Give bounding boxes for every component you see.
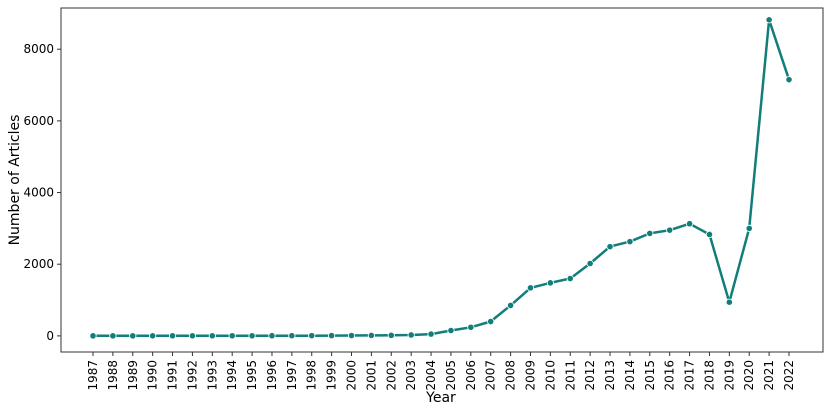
- data-point: [328, 331, 336, 340]
- data-point: [666, 226, 674, 234]
- x-tick-label: 2008: [504, 360, 518, 391]
- data-point: [188, 332, 197, 340]
- y-tick-label: 0: [46, 329, 54, 343]
- x-tick-label: 2006: [464, 360, 478, 391]
- x-tick-label: 2003: [404, 360, 418, 391]
- data-point: [467, 323, 475, 331]
- plot-frame: [60, 7, 824, 353]
- x-tick-label: 2022: [782, 360, 796, 391]
- x-tick-label: 1995: [245, 360, 259, 391]
- data-point: [487, 317, 495, 326]
- x-tick-label: 1987: [86, 360, 100, 391]
- y-tick-label: 6000: [23, 114, 54, 128]
- data-point: [89, 332, 97, 340]
- x-tick-label: 2012: [583, 360, 597, 391]
- x-tick-label: 1997: [285, 360, 299, 391]
- data-point: [367, 331, 375, 340]
- data-point: [407, 331, 415, 339]
- x-tick-label: 2007: [484, 360, 498, 391]
- data-point: [745, 224, 753, 232]
- x-tick-label: 2011: [563, 360, 577, 391]
- x-tick-label: 1991: [166, 360, 180, 391]
- x-tick-label: 2020: [742, 360, 756, 391]
- x-tick-label: 2010: [543, 360, 557, 391]
- series-line: [93, 18, 791, 338]
- x-tick-label: 2001: [364, 360, 378, 391]
- x-axis-title: Year: [425, 390, 456, 406]
- y-tick-label: 4000: [23, 186, 54, 200]
- x-tick-label: 2014: [623, 360, 637, 391]
- x-tick-label: 2013: [603, 360, 617, 391]
- data-point: [109, 332, 117, 340]
- x-tick-label: 1996: [265, 360, 279, 391]
- data-point: [308, 332, 316, 340]
- data-point: [427, 330, 435, 338]
- data-point: [506, 301, 515, 310]
- data-point: [705, 230, 714, 239]
- x-tick-label: 2019: [722, 360, 736, 391]
- x-tick-label: 1988: [106, 360, 120, 391]
- x-tick-label: 2000: [345, 360, 359, 391]
- series-group: [89, 16, 793, 340]
- data-point: [646, 229, 654, 237]
- data-point: [566, 274, 574, 283]
- x-tick-label: 1999: [325, 360, 339, 391]
- x-tick-label: 2016: [663, 360, 677, 391]
- data-point: [288, 332, 296, 340]
- data-point: [347, 331, 356, 340]
- data-point: [149, 332, 157, 340]
- data-point: [387, 331, 395, 339]
- x-tick-label: 1992: [185, 360, 199, 391]
- x-tick-label: 2021: [762, 360, 776, 391]
- data-point: [447, 326, 455, 335]
- data-point: [785, 76, 793, 84]
- data-point: [228, 332, 236, 340]
- data-point: [626, 238, 634, 246]
- data-point: [586, 259, 594, 268]
- data-point: [606, 243, 614, 251]
- y-tick-label: 2000: [23, 257, 54, 271]
- axes: 0 2000 4000 6000 8000 1987 1988 1989 1990 1991 199…: [23, 7, 824, 391]
- x-tick-label: 2005: [444, 360, 458, 391]
- x-tick-label: 1998: [305, 360, 319, 391]
- x-tick-label: 2017: [683, 360, 697, 391]
- x-tick-label: 2015: [643, 360, 657, 391]
- data-point: [526, 284, 535, 292]
- data-point: [208, 332, 216, 340]
- data-point: [765, 16, 773, 24]
- x-tick-label: 1989: [126, 360, 140, 391]
- x-tick-label: 1994: [225, 360, 239, 391]
- data-point: [268, 332, 276, 340]
- y-axis-title: Number of Articles: [7, 115, 23, 246]
- data-point: [685, 220, 694, 228]
- x-tick-label: 1993: [205, 360, 219, 391]
- x-tick-label: 2009: [523, 360, 537, 391]
- y-tick-label: 8000: [23, 42, 54, 56]
- data-point: [725, 298, 733, 306]
- data-point: [546, 279, 554, 287]
- x-tick-label: 2004: [424, 360, 438, 391]
- x-tick-label: 1990: [146, 360, 160, 391]
- data-point: [168, 332, 177, 340]
- data-point: [248, 332, 256, 340]
- x-tick-label: 2002: [384, 360, 398, 391]
- data-point: [129, 332, 137, 340]
- x-tick-label: 2018: [702, 360, 716, 391]
